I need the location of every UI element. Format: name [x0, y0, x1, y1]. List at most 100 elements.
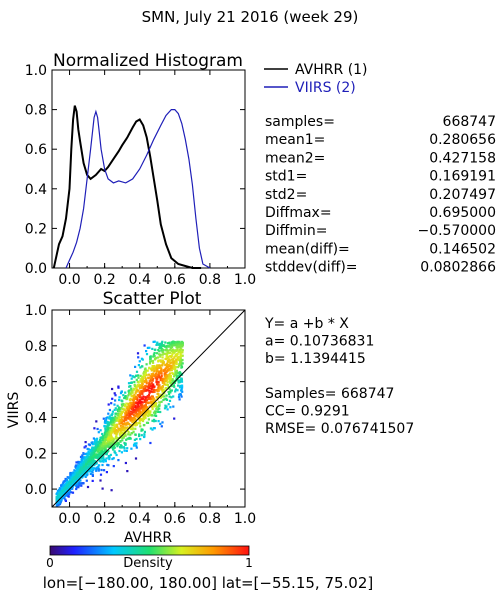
density-point [167, 349, 170, 352]
density-point [112, 440, 115, 443]
density-point [165, 345, 169, 348]
density-point [174, 390, 177, 393]
density-point [146, 369, 149, 372]
density-point [83, 458, 86, 461]
scatter-x-label: AVHRR [124, 530, 173, 546]
density-point [135, 446, 138, 449]
density-point [156, 377, 159, 380]
density-point [91, 447, 94, 450]
density-point [118, 429, 121, 432]
density-point [97, 468, 101, 471]
density-point [169, 346, 172, 349]
density-point [113, 392, 116, 395]
density-point [87, 451, 91, 455]
density-point [64, 477, 67, 481]
density-point [158, 404, 161, 407]
density-point [108, 421, 111, 424]
density-point [82, 453, 85, 456]
density-point [123, 405, 127, 408]
density-point [165, 346, 168, 349]
density-point [113, 438, 116, 441]
density-point [116, 414, 120, 417]
density-point [143, 370, 146, 373]
density-point [165, 348, 168, 351]
legend-label-avhrr: AVHRR (1) [295, 62, 368, 78]
density-point [144, 367, 147, 370]
density-point [131, 432, 134, 435]
density-point [167, 390, 170, 394]
density-cloud [55, 340, 184, 507]
density-point [71, 482, 74, 485]
density-point [115, 432, 118, 435]
density-point [77, 486, 80, 489]
density-point [177, 371, 180, 374]
density-point [102, 460, 105, 463]
density-point [70, 484, 73, 487]
density-point [93, 461, 96, 464]
density-point [160, 370, 163, 374]
density-point [138, 433, 141, 436]
density-point [173, 385, 176, 388]
density-point [61, 496, 64, 499]
density-point [89, 462, 92, 465]
density-point [151, 378, 155, 381]
stat-value: 0.0802866 [420, 260, 496, 276]
density-point [70, 491, 73, 494]
density-point [177, 345, 180, 348]
density-point [141, 417, 144, 420]
density-point [77, 465, 80, 468]
density-point [110, 423, 113, 426]
density-point [140, 384, 143, 387]
density-point [80, 463, 83, 466]
density-point [155, 372, 158, 375]
density-point [108, 438, 111, 441]
density-point [155, 396, 158, 399]
density-point [141, 404, 144, 407]
density-point [86, 458, 89, 461]
density-point [164, 383, 167, 386]
density-point [152, 340, 155, 343]
density-point [66, 483, 69, 486]
density-point [143, 404, 146, 407]
density-point [127, 394, 130, 397]
density-point [158, 370, 161, 373]
density-point [151, 359, 154, 363]
density-point [160, 346, 163, 349]
density-point [91, 456, 94, 459]
density-point [175, 358, 178, 361]
density-point [60, 498, 63, 501]
density-point [71, 491, 75, 494]
density-point [97, 466, 100, 470]
density-point [111, 421, 114, 424]
density-point [121, 405, 124, 408]
density-point [110, 489, 113, 492]
density-point [114, 429, 117, 432]
density-point [71, 487, 74, 490]
density-point [152, 355, 155, 358]
colorbar-min-label: 0 [46, 556, 54, 570]
density-point [92, 455, 95, 458]
density-point [114, 443, 117, 446]
density-point [137, 356, 140, 359]
density-point [168, 367, 171, 370]
density-point [168, 395, 171, 398]
density-point [152, 384, 155, 387]
density-point [172, 384, 175, 387]
density-point [178, 362, 182, 365]
density-point [110, 437, 113, 440]
density-point [148, 380, 151, 383]
density-point [87, 450, 90, 453]
density-point [169, 377, 172, 380]
density-point [168, 351, 171, 355]
density-point [91, 471, 94, 474]
density-point [145, 373, 148, 377]
legend-label-viirs: VIIRS (2) [295, 80, 356, 96]
density-point [145, 421, 149, 424]
density-point [138, 422, 142, 425]
density-point [133, 397, 136, 400]
density-point [164, 379, 167, 382]
density-point [93, 452, 96, 455]
density-point [91, 452, 94, 455]
density-point [144, 403, 147, 407]
density-point [65, 482, 69, 485]
